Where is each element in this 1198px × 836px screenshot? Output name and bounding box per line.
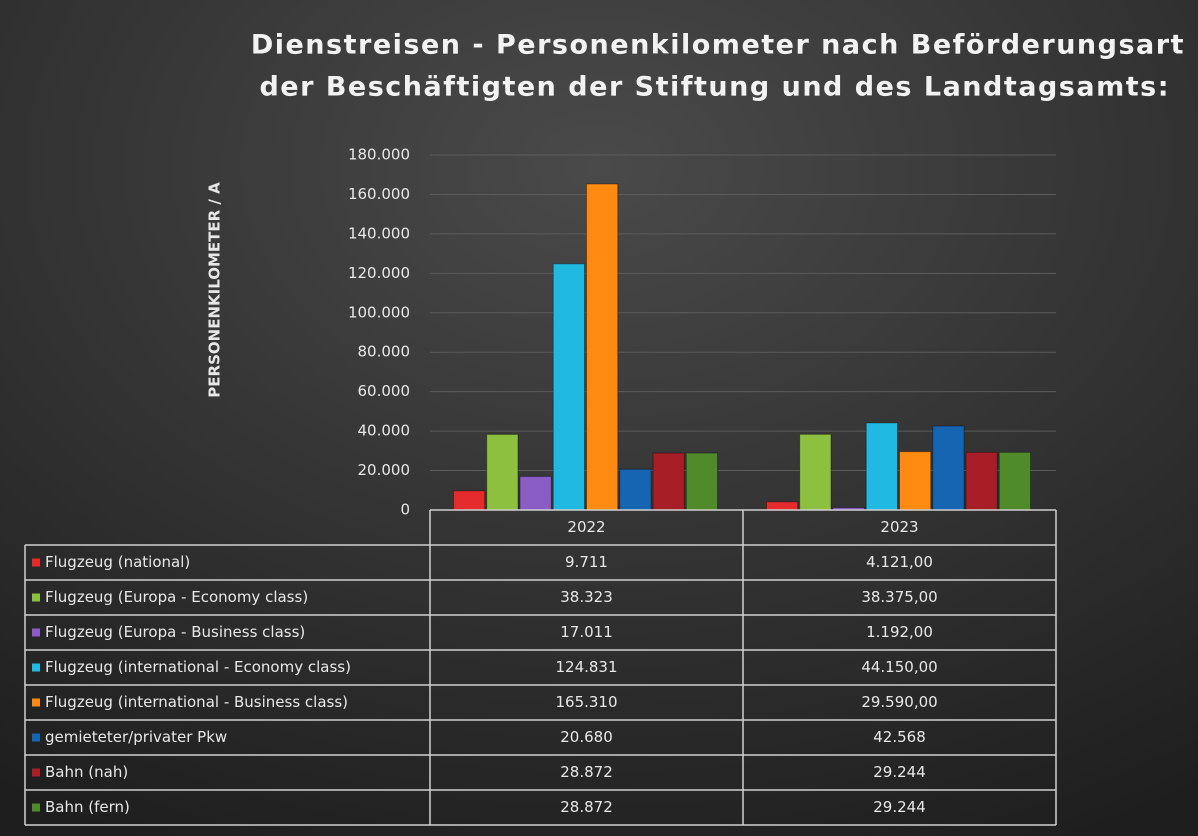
bar [619,468,652,511]
table-value: 38.375,00 [861,588,937,606]
table-value: 9.711 [565,553,608,571]
bar [552,263,586,511]
y-tick-label: 40.000 [358,422,411,440]
y-tick-label: 180.000 [348,146,410,164]
table-value: 124.831 [555,658,617,676]
bar [932,425,965,511]
y-tick-label: 20.000 [358,461,411,479]
legend-key [32,768,40,777]
chart-title: der Beschäftigten der Stiftung und des L… [259,72,1170,103]
y-tick-label: 60.000 [358,382,411,400]
table-value: 20.680 [560,728,613,746]
legend-key [32,628,40,637]
y-axis-label: PERSONENKILOMETER / A [206,182,224,398]
bar [799,433,832,511]
legend-key [32,663,40,672]
legend-key [32,698,40,707]
y-tick-label: 80.000 [358,343,411,361]
legend-key [32,593,40,602]
bar [765,501,799,511]
bar [519,475,552,511]
legend-key [32,803,40,812]
table-value: 38.323 [560,588,613,606]
x-tick-label: 2023 [880,518,918,536]
table-value: 17.011 [560,623,613,641]
table-value: 42.568 [873,728,926,746]
legend-label: Flugzeug (international - Business class… [45,693,348,711]
bar [486,433,519,511]
table-value: 4.121,00 [866,553,933,571]
y-tick-label: 120.000 [348,264,410,282]
bar [452,490,486,511]
table-value: 1.192,00 [866,623,933,641]
bar [899,451,932,511]
bar [865,422,899,511]
table-value: 28.872 [560,763,613,781]
table-value: 44.150,00 [861,658,937,676]
table-value: 29.244 [873,763,926,781]
y-tick-label: 140.000 [348,224,410,242]
bar [652,452,685,511]
legend-label: Flugzeug (national) [45,553,190,571]
legend-key [32,558,40,567]
legend-label: Flugzeug (Europa - Economy class) [45,588,308,606]
chart-title: Dienstreisen - Personenkilometer nach Be… [251,30,1185,61]
bar [586,183,619,511]
y-tick-label: 100.000 [348,303,410,321]
bar [965,451,998,511]
legend-label: Bahn (nah) [45,763,128,781]
y-tick-label: 160.000 [348,185,410,203]
legend-key [32,733,40,742]
table-value: 29.244 [873,798,926,816]
table-value: 29.590,00 [861,693,937,711]
legend-label: Bahn (fern) [45,798,130,816]
x-tick-label: 2022 [567,518,605,536]
legend-label: Flugzeug (Europa - Business class) [45,623,305,641]
legend-label: gemieteter/privater Pkw [45,728,227,746]
y-tick-label: 0 [400,501,410,519]
bar [998,451,1032,511]
bar [685,452,719,511]
legend-label: Flugzeug (international - Economy class) [45,658,351,676]
table-value: 28.872 [560,798,613,816]
table-value: 165.310 [555,693,617,711]
